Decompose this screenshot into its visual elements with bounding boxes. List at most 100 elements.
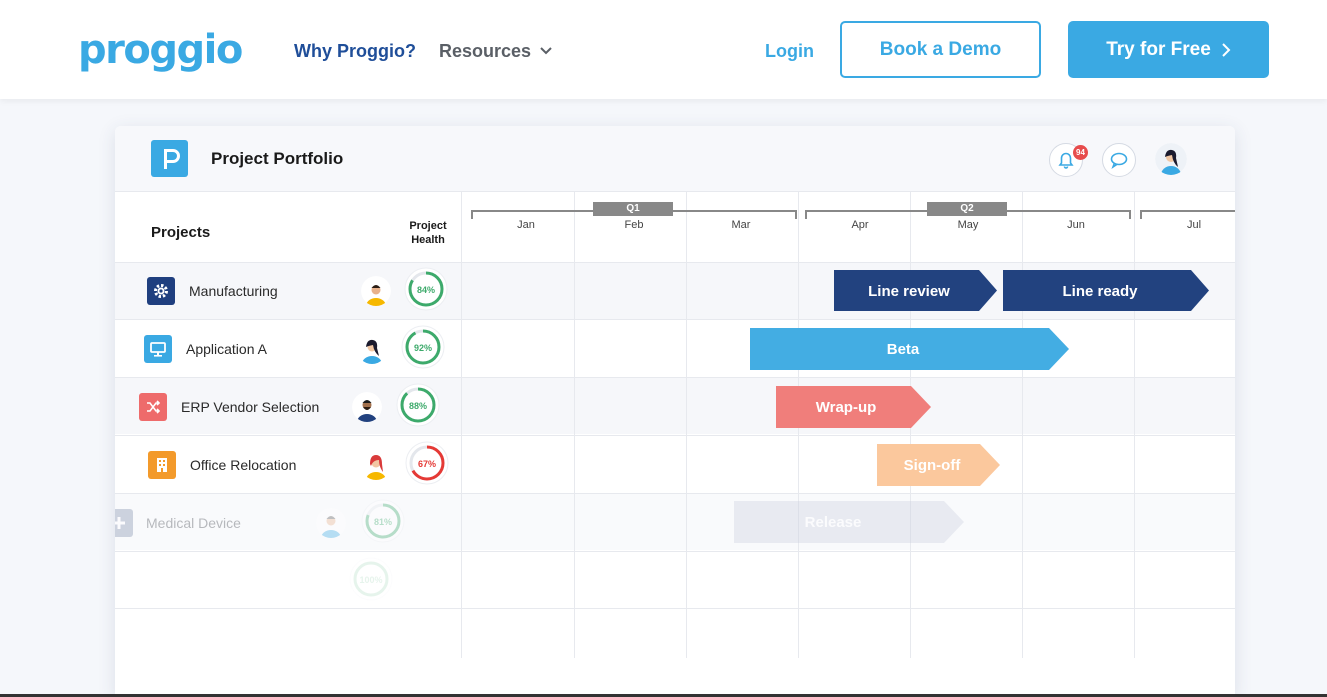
bar-label: Beta — [887, 341, 920, 358]
bar-label: Wrap-up — [816, 399, 877, 416]
login-link[interactable]: Login — [765, 41, 814, 61]
health-header-line1: Project — [409, 220, 447, 232]
quarter-label: Q2 — [927, 202, 1007, 216]
notification-badge: 94 — [1073, 145, 1088, 160]
owner-avatar — [316, 508, 346, 538]
bottom-edge — [0, 694, 1327, 697]
grid-line — [686, 192, 687, 658]
timeline-bar[interactable]: Line ready — [1002, 269, 1211, 312]
monitor-icon — [144, 335, 172, 363]
health-gauge: 92% — [401, 325, 445, 369]
page-title: Project Portfolio — [211, 149, 344, 168]
projects-table-header: Projects Project Health — [115, 192, 462, 262]
logo-text: proggio — [78, 27, 243, 73]
health-gauge-arc — [365, 503, 401, 539]
health-column-header: Project Health — [395, 219, 461, 247]
health-header-line2: Health — [411, 234, 445, 246]
timeline-bar[interactable]: Release — [733, 500, 966, 544]
grid-line — [1022, 192, 1023, 658]
book-demo-button[interactable]: Book a Demo — [840, 21, 1041, 78]
quarter-label: Q1 — [593, 202, 673, 216]
nav-resources[interactable]: Resources — [439, 40, 553, 62]
quarter-bracket-q1: Q1 — [471, 202, 797, 220]
month-label: Jun — [1067, 219, 1085, 231]
try-for-free-button[interactable]: Try for Free — [1068, 21, 1269, 78]
top-navbar: proggio Why Proggio? Resources Login Boo… — [0, 0, 1327, 99]
gear-icon — [147, 277, 175, 305]
try-for-free-label: Try for Free — [1106, 38, 1211, 60]
health-gauge: 84% — [404, 267, 448, 311]
month-label: Feb — [624, 219, 644, 231]
bar-label: Release — [805, 514, 862, 531]
book-demo-label: Book a Demo — [879, 38, 1002, 60]
health-gauge: 88% — [396, 383, 440, 427]
nav-why-proggio[interactable]: Why Proggio? — [294, 41, 416, 61]
row-background — [115, 378, 1235, 434]
owner-avatar — [361, 276, 391, 306]
row-divider — [115, 608, 1235, 609]
timeline-bar[interactable]: Beta — [749, 327, 1071, 371]
month-label: Mar — [731, 219, 751, 231]
proggio-app-icon — [151, 140, 188, 177]
health-gauge: 100% — [349, 557, 393, 601]
chat-button[interactable] — [1102, 143, 1136, 177]
row-divider — [115, 191, 1235, 192]
bar-label: Sign-off — [904, 457, 962, 474]
month-label: Jul — [1186, 219, 1202, 231]
row-divider — [115, 319, 1235, 320]
health-gauge-arc — [405, 329, 441, 365]
project-name[interactable]: Application A — [186, 341, 267, 357]
grid-line — [1134, 192, 1135, 658]
health-gauge-arc — [400, 387, 436, 423]
row-background — [115, 494, 1235, 550]
user-avatar[interactable] — [1155, 143, 1187, 175]
health-gauge-arc — [409, 445, 445, 481]
month-label: Apr — [851, 219, 869, 231]
health-value: 67% — [418, 459, 436, 469]
plus-icon — [115, 509, 133, 537]
bell-icon — [1058, 152, 1074, 169]
projects-column-header: Projects — [151, 224, 211, 241]
month-label: May — [957, 219, 979, 231]
card-header: Project Portfolio 94 — [115, 126, 1235, 192]
timeline-bar[interactable]: Sign-off — [876, 443, 1002, 487]
owner-avatar — [361, 450, 391, 480]
health-value: 88% — [409, 401, 427, 411]
row-divider — [115, 377, 1235, 378]
project-name[interactable]: Office Relocation — [190, 457, 297, 473]
chat-bubble-icon — [1110, 152, 1128, 170]
health-value: 84% — [417, 285, 435, 295]
project-name[interactable]: Medical Device — [146, 515, 241, 531]
health-gauge: 81% — [361, 499, 405, 543]
health-gauge: 67% — [405, 441, 449, 485]
building-icon — [148, 451, 176, 479]
row-divider — [115, 493, 1235, 494]
chevron-right-icon — [1222, 42, 1231, 57]
health-gauge-arc — [408, 271, 444, 307]
health-value: 100% — [359, 575, 382, 585]
project-name[interactable]: ERP Vendor Selection — [181, 399, 320, 415]
timeline-bar[interactable]: Line review — [832, 269, 999, 312]
month-label: Jan — [517, 219, 535, 231]
health-value: 81% — [374, 517, 392, 527]
quarter-bracket-q3 — [1140, 202, 1235, 220]
shuffle-icon — [139, 393, 167, 421]
health-gauge-arc — [353, 561, 389, 597]
column-divider — [461, 192, 462, 658]
nav-resources-label: Resources — [439, 41, 532, 61]
timeline-bar[interactable]: Wrap-up — [775, 385, 933, 429]
row-divider — [115, 435, 1235, 436]
proggio-logo[interactable]: proggio — [78, 27, 243, 73]
portfolio-card: Project Portfolio 94 Projects Project He… — [115, 126, 1235, 697]
row-divider — [115, 262, 1235, 263]
bar-label: Line ready — [1062, 283, 1138, 300]
project-name[interactable]: Manufacturing — [189, 283, 278, 299]
row-divider — [115, 551, 1235, 552]
owner-avatar — [357, 334, 387, 364]
bar-label: Line review — [868, 283, 950, 300]
chevron-down-icon — [540, 47, 552, 55]
health-value: 92% — [414, 343, 432, 353]
owner-avatar — [352, 392, 382, 422]
grid-line — [574, 192, 575, 658]
quarter-bracket-q2: Q2 — [805, 202, 1131, 220]
